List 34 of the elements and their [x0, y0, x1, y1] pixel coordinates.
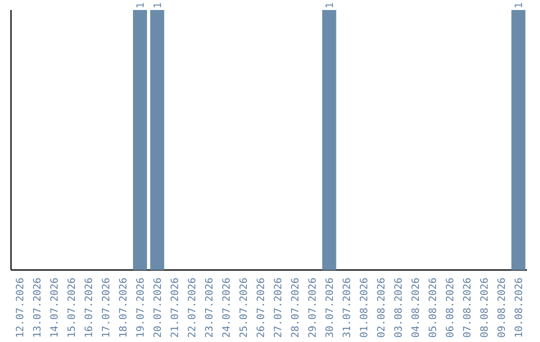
x-tick-label: 28.07.2026 [291, 278, 299, 337]
x-tick-label: 06.08.2026 [446, 278, 454, 338]
data-label: 1 [154, 2, 161, 8]
x-tick-label: 02.08.2026 [377, 278, 385, 338]
x-tick-label: 04.08.2026 [411, 278, 419, 338]
x-tick-label: 13.07.2026 [33, 278, 41, 336]
x-tick-label: 01.08.2026 [360, 278, 368, 338]
x-tick-label: 29.07.2026 [308, 278, 316, 337]
x-tick-label: 10.08.2026 [514, 278, 522, 336]
x-tick-label: 24.07.2026 [222, 278, 230, 337]
x-tick-label: 22.07.2026 [188, 278, 196, 337]
x-tick-label: 31.07.2026 [342, 278, 350, 337]
x-tick-label: 07.08.2026 [463, 278, 471, 338]
x-tick-label: 18.07.2026 [119, 278, 127, 336]
x-tick-label: 27.07.2026 [274, 278, 282, 337]
x-tick-label: 23.07.2026 [205, 278, 213, 337]
x-tick-label: 26.07.2026 [256, 278, 264, 337]
x-tick-label: 20.07.2026 [153, 278, 161, 337]
x-tick-label: 05.08.2026 [428, 278, 436, 338]
x-tick-label: 08.08.2026 [480, 278, 488, 338]
x-tick-label: 09.08.2026 [497, 278, 505, 338]
x-tick-label: 19.07.2026 [136, 278, 144, 336]
x-tick-label: 21.07.2026 [170, 278, 178, 337]
x-tick-label: 16.07.2026 [84, 278, 92, 336]
x-tick-label: 03.08.2026 [394, 278, 402, 338]
data-label: 1 [136, 2, 144, 8]
x-tick-label: 17.07.2026 [102, 278, 110, 336]
x-tick-label: 15.07.2026 [67, 278, 75, 336]
x-tick-label: 14.07.2026 [50, 278, 58, 336]
x-tick-label: 25.07.2026 [239, 278, 247, 337]
x-tick-label: 30.07.2026 [325, 278, 333, 337]
data-label: 1 [326, 2, 333, 8]
x-tick-label: 12.07.2026 [16, 278, 24, 336]
data-label: 1 [514, 2, 522, 8]
